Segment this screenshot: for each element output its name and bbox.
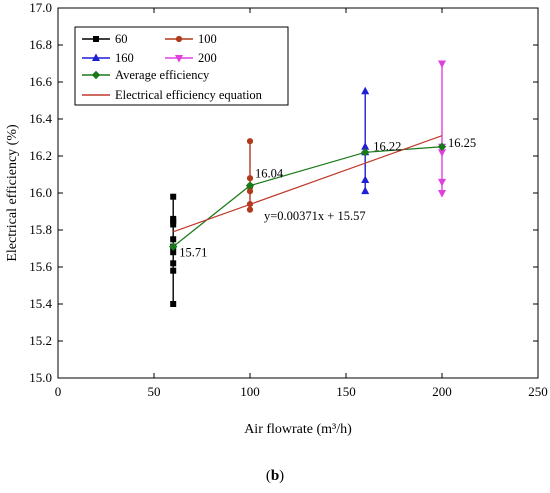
annotations: 15.71 16.04 16.22 16.25 y=0.00371x + 15.57 bbox=[179, 136, 476, 260]
y-tick-label: 15.6 bbox=[29, 259, 52, 274]
caption-open: ( bbox=[265, 468, 271, 484]
series-4 bbox=[168, 142, 447, 251]
figure-caption: (b) bbox=[0, 468, 550, 485]
data-point bbox=[170, 215, 177, 222]
legend-label: Average efficiency bbox=[115, 68, 210, 82]
legend-item: Average efficiency bbox=[82, 68, 210, 82]
legend-item: 200 bbox=[165, 51, 217, 65]
legend-marker bbox=[91, 70, 101, 80]
data-point bbox=[361, 86, 370, 95]
series-line bbox=[172, 135, 443, 233]
caption-label: b bbox=[270, 468, 280, 484]
y-tick-label: 16.2 bbox=[29, 148, 52, 163]
x-tick-label: 250 bbox=[528, 384, 548, 399]
data-point bbox=[437, 190, 447, 198]
data-label: y=0.00371x + 15.57 bbox=[264, 209, 366, 223]
legend-marker bbox=[175, 35, 183, 43]
y-tick-label: 15.0 bbox=[29, 370, 52, 385]
legend-item: Electrical efficiency equation bbox=[82, 88, 263, 102]
data-label: 16.25 bbox=[448, 136, 476, 150]
data-point bbox=[361, 175, 370, 184]
legend-label: Electrical efficiency equation bbox=[115, 88, 263, 102]
axes: 0 50 100 150 200 250 15.0 15.2 15.4 15.6 15.8 16.0 1… bbox=[29, 0, 548, 399]
legend-marker bbox=[91, 53, 101, 61]
y-tick-label: 16.0 bbox=[29, 185, 52, 200]
x-axis-label: Air flowrate (m³/h) bbox=[244, 422, 352, 437]
legend-label: 100 bbox=[198, 32, 217, 46]
x-tick-label: 100 bbox=[240, 384, 260, 399]
y-axis-label: Electrical efficiency (%) bbox=[5, 124, 20, 262]
y-tick-label: 17.0 bbox=[29, 0, 52, 15]
data-label: 16.04 bbox=[255, 167, 284, 181]
data-point bbox=[361, 186, 370, 195]
data-point bbox=[246, 138, 254, 145]
legend-marker bbox=[93, 36, 99, 42]
legend: 60 100 160 200 Average efficiency Electrical … bbox=[74, 26, 289, 106]
legend-label: 160 bbox=[115, 51, 134, 65]
data-point bbox=[437, 142, 447, 151]
series-layer bbox=[168, 60, 447, 307]
data-point bbox=[170, 193, 177, 200]
x-tick-label: 200 bbox=[432, 384, 452, 399]
data-point bbox=[437, 178, 447, 187]
data-label: 15.71 bbox=[179, 246, 207, 260]
data-label: 16.22 bbox=[373, 139, 401, 153]
legend-label: 200 bbox=[198, 51, 217, 65]
series-3 bbox=[437, 60, 447, 198]
data-point bbox=[246, 175, 254, 182]
data-point bbox=[245, 181, 255, 190]
series-line bbox=[172, 146, 443, 248]
data-point bbox=[170, 301, 177, 307]
y-tick-label: 15.4 bbox=[29, 296, 52, 311]
y-tick-label: 15.2 bbox=[29, 333, 52, 348]
series-1 bbox=[246, 138, 254, 213]
legend-label: 60 bbox=[115, 32, 128, 46]
data-point bbox=[168, 242, 178, 251]
efficiency-chart: 0 50 100 150 200 250 15.0 15.2 15.4 15.6 15.8 16.0 1… bbox=[5, 0, 548, 437]
x-tick-label: 150 bbox=[336, 384, 356, 399]
legend-marker bbox=[174, 55, 184, 63]
y-tick-label: 16.8 bbox=[29, 37, 52, 52]
caption-close: ) bbox=[279, 468, 285, 484]
series-2 bbox=[361, 86, 370, 195]
x-tick-label: 0 bbox=[55, 384, 62, 399]
y-tick-label: 16.4 bbox=[29, 111, 52, 126]
data-point bbox=[170, 267, 177, 274]
data-point bbox=[170, 260, 177, 267]
y-tick-label: 16.6 bbox=[29, 74, 52, 89]
legend-item: 100 bbox=[165, 32, 217, 46]
data-point bbox=[170, 236, 177, 243]
legend-item: 160 bbox=[82, 51, 134, 65]
data-point bbox=[246, 206, 254, 213]
data-point bbox=[437, 60, 447, 69]
legend-item: 60 bbox=[82, 32, 128, 46]
series-5 bbox=[172, 135, 443, 233]
x-tick-label: 50 bbox=[148, 384, 161, 399]
data-point bbox=[360, 148, 370, 157]
y-tick-label: 15.8 bbox=[29, 222, 52, 237]
